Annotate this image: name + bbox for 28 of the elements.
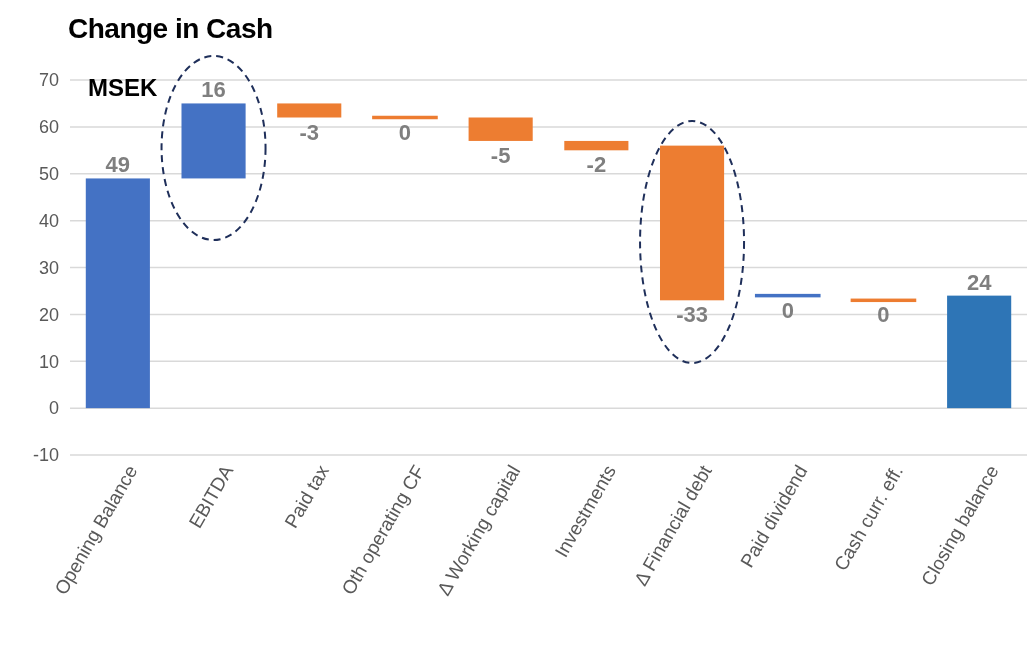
y-tick-label: 0 [48, 398, 59, 419]
bar [468, 117, 533, 141]
data-label: -3 [299, 119, 320, 145]
data-label: 16 [201, 77, 226, 103]
bar [947, 295, 1012, 409]
data-label: 0 [781, 297, 794, 323]
y-tick-label: -10 [32, 445, 59, 466]
y-tick-label: 10 [38, 351, 59, 372]
y-tick-label: 70 [38, 70, 59, 91]
bar [85, 178, 150, 409]
y-tick-label: 40 [38, 210, 59, 231]
y-tick-label: 50 [38, 164, 59, 185]
data-label: 49 [105, 152, 131, 178]
data-label: 24 [966, 269, 993, 295]
y-tick-label: 20 [38, 304, 59, 325]
data-label: -33 [676, 302, 708, 328]
data-label: 0 [877, 302, 890, 328]
chart-subtitle: MSEK [88, 74, 159, 101]
y-tick-label: 30 [38, 257, 59, 278]
bar [277, 103, 342, 118]
bar [659, 145, 725, 301]
data-label: -2 [586, 152, 607, 178]
chart-title: Change in Cash [68, 13, 273, 44]
bar [564, 140, 629, 151]
data-label: 0 [398, 119, 412, 145]
data-label: -5 [490, 142, 511, 168]
y-tick-label: 60 [38, 117, 59, 138]
bar [181, 103, 246, 179]
